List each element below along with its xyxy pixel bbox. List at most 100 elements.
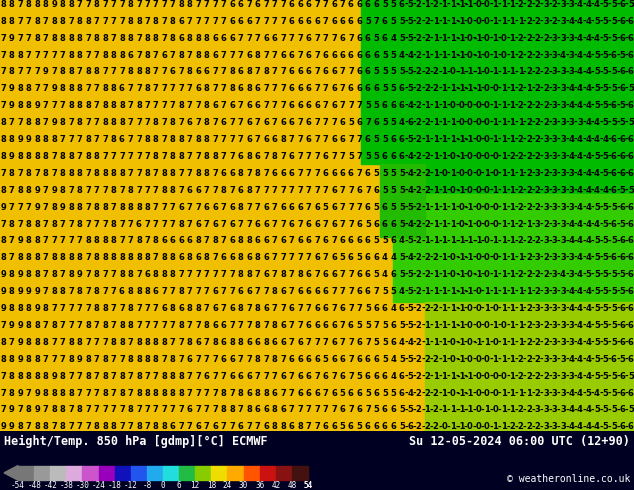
Text: 5: 5 (382, 68, 388, 76)
Text: 7: 7 (314, 406, 320, 415)
Text: 3: 3 (543, 186, 549, 195)
Text: -: - (447, 304, 450, 313)
Text: 6: 6 (408, 422, 413, 431)
Text: 7: 7 (221, 135, 226, 144)
Text: -1: -1 (456, 321, 466, 330)
Text: 6: 6 (628, 50, 634, 59)
Text: 8: 8 (17, 84, 23, 93)
Text: -: - (523, 372, 527, 381)
Text: 7: 7 (162, 118, 167, 127)
Text: -: - (455, 304, 459, 313)
Text: 5: 5 (602, 101, 608, 110)
Text: 1: 1 (450, 50, 456, 59)
Text: 7: 7 (42, 253, 48, 262)
Text: 5: 5 (585, 270, 592, 279)
Text: 8: 8 (17, 152, 23, 161)
Text: 7: 7 (340, 321, 346, 330)
Text: 8: 8 (136, 287, 142, 296)
Text: 7: 7 (212, 118, 218, 127)
Text: 5: 5 (365, 304, 371, 313)
Text: -: - (438, 135, 442, 144)
Bar (361, 0, 425, 164)
Text: 6: 6 (230, 355, 235, 364)
Text: 2: 2 (517, 84, 524, 93)
Text: 7: 7 (162, 152, 167, 161)
Text: 2: 2 (509, 422, 515, 431)
Text: 2: 2 (526, 321, 532, 330)
Text: 4: 4 (577, 101, 583, 110)
Text: -: - (430, 186, 433, 195)
Text: 7: 7 (314, 338, 320, 347)
Text: 6: 6 (382, 17, 388, 25)
Text: 8: 8 (34, 422, 40, 431)
Text: 6: 6 (263, 203, 269, 212)
Text: 6: 6 (170, 237, 176, 245)
Text: 8: 8 (9, 17, 15, 25)
Text: 8: 8 (127, 203, 133, 212)
Text: 8: 8 (85, 68, 91, 76)
Text: 5: 5 (594, 338, 600, 347)
Text: -: - (624, 253, 628, 262)
Text: 3: 3 (569, 253, 574, 262)
Text: 6: 6 (619, 321, 625, 330)
Text: 8: 8 (34, 34, 40, 43)
Text: 1: 1 (450, 169, 456, 178)
Text: 7: 7 (102, 406, 108, 415)
Text: 8: 8 (221, 186, 226, 195)
Text: 1: 1 (441, 355, 447, 364)
Text: 4: 4 (408, 338, 413, 347)
Text: 2: 2 (526, 203, 532, 212)
Text: 2: 2 (543, 372, 549, 381)
Text: -: - (624, 237, 628, 245)
Text: 3: 3 (543, 0, 549, 9)
Text: -30: -30 (75, 481, 89, 490)
Text: 6: 6 (391, 338, 396, 347)
Text: 0: 0 (476, 203, 481, 212)
Text: 8: 8 (195, 304, 201, 313)
Text: -: - (455, 287, 459, 296)
Text: -: - (438, 422, 442, 431)
Text: 5: 5 (408, 237, 413, 245)
Text: 8: 8 (170, 17, 176, 25)
Text: 3: 3 (552, 253, 557, 262)
Text: 6: 6 (331, 68, 337, 76)
Text: 7: 7 (0, 84, 6, 93)
Text: 7: 7 (42, 84, 48, 93)
Text: 1: 1 (509, 118, 515, 127)
Text: 4: 4 (577, 17, 583, 25)
Text: 0: 0 (484, 270, 489, 279)
Text: 1: 1 (501, 135, 507, 144)
Text: 8: 8 (238, 253, 243, 262)
Text: 4: 4 (391, 355, 396, 364)
Text: 6: 6 (628, 270, 634, 279)
Text: 2: 2 (543, 169, 549, 178)
Text: 7: 7 (9, 118, 15, 127)
Text: -: - (583, 186, 586, 195)
Text: -: - (557, 355, 560, 364)
Text: 7: 7 (255, 372, 261, 381)
Text: 8: 8 (110, 220, 116, 228)
Text: 7: 7 (204, 287, 210, 296)
Text: 6: 6 (331, 321, 337, 330)
Text: 6: 6 (611, 186, 617, 195)
Text: -: - (404, 152, 408, 161)
Text: -: - (404, 101, 408, 110)
Text: 7: 7 (272, 101, 278, 110)
Text: 7: 7 (68, 220, 74, 228)
Text: 3: 3 (577, 118, 583, 127)
Text: 0: 0 (160, 481, 165, 490)
Text: 7: 7 (272, 17, 278, 25)
Text: 8: 8 (263, 338, 269, 347)
Bar (34, 466, 50, 480)
Text: 6: 6 (382, 101, 388, 110)
Text: -: - (455, 50, 459, 59)
Text: -: - (463, 135, 467, 144)
Text: 7: 7 (68, 135, 74, 144)
Text: -: - (498, 68, 501, 76)
Text: -: - (599, 220, 603, 228)
Text: 7: 7 (212, 17, 218, 25)
Text: 3: 3 (560, 389, 566, 397)
Text: 5: 5 (602, 118, 608, 127)
Text: 2: 2 (416, 17, 422, 25)
Text: -: - (523, 152, 527, 161)
